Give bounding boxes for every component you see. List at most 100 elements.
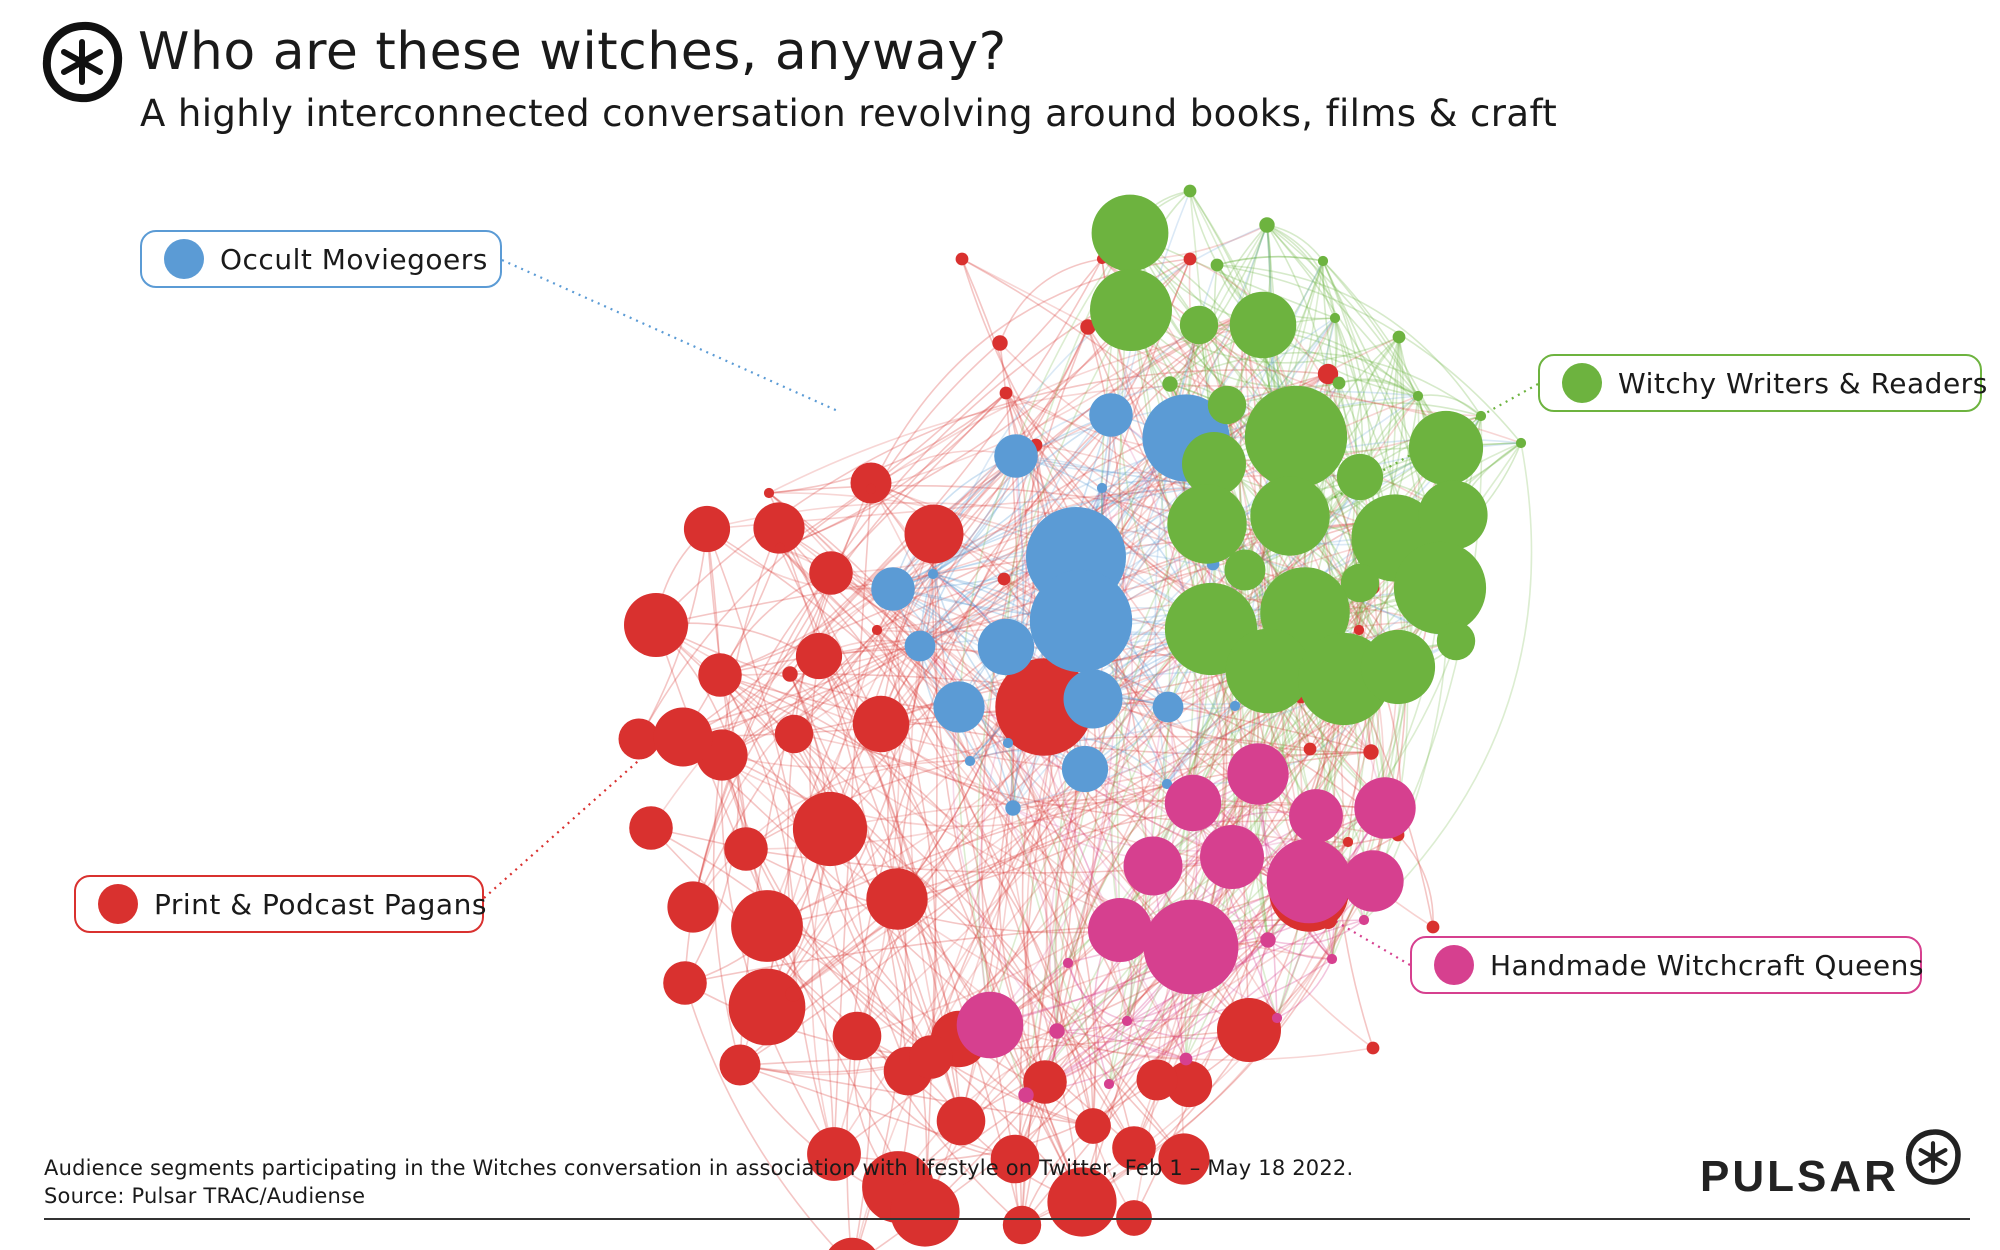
network-edge [1067, 628, 1212, 964]
network-edge [706, 528, 1158, 1081]
network-edge [720, 527, 835, 1155]
network-node [992, 335, 1008, 351]
legend-print-podcast-pagans: Print & Podcast Pagans [74, 875, 487, 933]
network-edge [682, 572, 832, 738]
legend-swatch [164, 239, 204, 279]
network-node [904, 504, 964, 564]
pulsar-brand-icon [1906, 1129, 1961, 1185]
network-edge [779, 547, 1135, 1149]
network-node [1061, 745, 1109, 793]
network-node [1392, 330, 1406, 344]
network-node [807, 1127, 861, 1181]
network-edge [830, 324, 1264, 574]
network-edge [745, 514, 1454, 850]
network-edge [721, 572, 832, 756]
network-edge [1111, 523, 1208, 931]
network-node [1112, 1126, 1156, 1170]
network-node [1182, 432, 1246, 496]
network-edge [897, 1020, 1128, 1188]
network-node [1023, 1060, 1067, 1104]
network-edge [766, 783, 1168, 1008]
network-node [990, 1134, 1040, 1184]
network-edge [933, 533, 1083, 1203]
network-edge [856, 1035, 1016, 1160]
network-node [1358, 914, 1370, 926]
network-node [1412, 390, 1424, 402]
network-edge [684, 982, 838, 1250]
network-edge [1084, 768, 1269, 941]
network-edge [833, 768, 1086, 1155]
network-node [1225, 628, 1311, 714]
network-edge [999, 258, 1103, 344]
network-edge [1012, 751, 1372, 809]
network-edge [721, 326, 1089, 756]
network-edge [721, 258, 1191, 756]
legend-swatch [1562, 363, 1602, 403]
network-edge [768, 492, 1212, 630]
network-node [1183, 252, 1197, 266]
network-edge [1081, 891, 1310, 1203]
network-edge [998, 706, 1046, 1083]
network-edge [870, 488, 1048, 1096]
network-edge [692, 645, 921, 908]
network-node [1200, 825, 1264, 889]
network-edge [919, 324, 1264, 647]
chart-subtitle: A highly interconnected conversation rev… [140, 92, 1558, 135]
legend-occult-moviegoers: Occult Moviegoers [140, 230, 502, 288]
network-edge [1266, 224, 1419, 397]
network-edge [896, 313, 1244, 900]
network-edge [739, 1064, 1016, 1160]
network-edge [1198, 323, 1419, 397]
network-edge [1067, 962, 1128, 1022]
network-edge [766, 563, 1214, 927]
network-node [809, 551, 853, 595]
network-edge [1092, 537, 1396, 700]
network-node [1062, 957, 1074, 969]
network-node [1005, 800, 1021, 816]
network-edge [1216, 255, 1324, 266]
legend-label: Print & Podcast Pagans [154, 887, 487, 921]
network-node [1224, 549, 1266, 591]
network-edge [818, 655, 960, 1040]
network-edge [1015, 455, 1206, 488]
network-node [1123, 836, 1183, 896]
network-node [1088, 898, 1152, 962]
network-node [1091, 194, 1169, 272]
network-edge [1025, 919, 1329, 1096]
network-node [956, 991, 1024, 1059]
network-node [629, 806, 673, 850]
network-edge [682, 736, 1135, 1149]
network-node [1075, 1108, 1111, 1144]
network-edge [793, 733, 1014, 809]
network-node [995, 658, 1093, 756]
network-edge [1007, 742, 1187, 1060]
legend-label: Handmade Witchcraft Queens [1490, 948, 1924, 982]
network-node [1103, 1078, 1115, 1090]
network-node [1342, 836, 1354, 848]
network-edge [969, 760, 1059, 1032]
network-node [927, 568, 939, 580]
network-node [785, 986, 801, 1002]
network-edge [1067, 962, 1187, 1060]
network-node [828, 1237, 876, 1250]
network-edge [1417, 394, 1482, 417]
network-edge [789, 673, 1333, 960]
network-node [1303, 742, 1317, 756]
network-edge [876, 629, 1083, 1203]
pulsar-logo-icon [42, 21, 123, 103]
network-edge [920, 573, 971, 762]
network-node [1317, 255, 1329, 267]
network-node [1161, 778, 1173, 790]
network-edge [1198, 324, 1419, 397]
network-edge [1169, 351, 1482, 417]
network-node [1089, 393, 1133, 437]
network-edge [1397, 834, 1434, 928]
network-edge [1198, 324, 1361, 478]
network-edge [1166, 705, 1236, 785]
network-node [1002, 737, 1014, 749]
network-node [866, 868, 928, 930]
network-edge [932, 533, 1083, 1203]
network-node [774, 542, 786, 554]
network-node [683, 505, 731, 553]
network-edge [692, 258, 1191, 908]
